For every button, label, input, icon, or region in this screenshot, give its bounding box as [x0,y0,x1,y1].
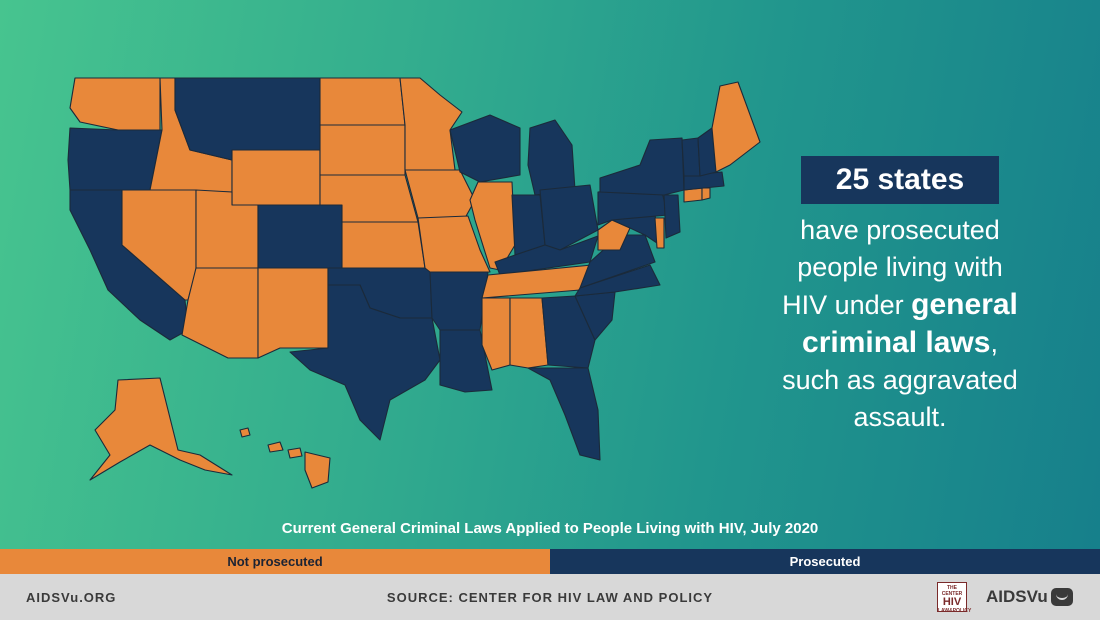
state-MN [399,77,463,171]
legend-prosecuted: Prosecuted [550,549,1100,574]
state-WI [449,114,521,183]
speech-bubble-icon [1050,588,1073,606]
state-IN [511,194,546,256]
aidsvu-logo: AIDSVu [986,587,1073,607]
state-WA [69,77,161,131]
state-SD [319,124,406,176]
state-LA [439,329,493,393]
state-DE [654,217,665,249]
body-line: HIV under general [750,286,1050,324]
state-OH [539,184,599,251]
state-WV [597,219,631,251]
state-KS [341,221,426,269]
state-CO [257,204,343,269]
state-VT [681,137,701,177]
hiv-law-policy-logo: THE CENTER HIV LAW&POLICY [937,582,971,614]
body-line: criminal laws, [750,324,1050,362]
state-AR [429,271,489,331]
source-text: SOURCE: CENTER FOR HIV LAW AND POLICY [386,589,714,605]
state-OR [67,127,163,191]
state-MT [174,77,321,161]
body-line: such as aggravated [782,365,1018,395]
body-text-plain: , [990,328,998,358]
legend-not-prosecuted: Not prosecuted [0,549,550,574]
state-NM [257,267,329,359]
body-line: assault. [853,402,947,432]
map-title: Current General Criminal Laws Applied to… [281,520,819,537]
headline-badge: 25 states [801,156,999,204]
body-text-plain: HIV under [782,290,912,320]
state-AK [89,377,233,481]
state-WY [231,149,321,206]
state-IA [404,169,476,219]
state-MO [417,215,491,273]
body-line: people living with [797,252,1003,282]
state-NC [574,264,661,297]
state-AZ [181,267,259,359]
legend: Not prosecuted Prosecuted [0,549,1100,574]
brand-name: AIDSVu [986,587,1048,606]
state-AL [509,297,549,369]
state-NJ [663,194,681,239]
body-text-bold: criminal laws [802,326,991,359]
state-MS [481,297,511,371]
state-NY [599,137,685,196]
state-GA [541,295,596,369]
state-ND [319,77,406,126]
body-line: have prosecuted [800,215,1000,245]
site-link[interactable]: AIDSVu.ORG [26,589,117,605]
body-text-bold: general [911,288,1018,321]
body-text: have prosecuted people living with HIV u… [750,212,1050,436]
footer: SOURCE: CENTER FOR HIV LAW AND POLICY AI… [0,574,1100,620]
state-TX [289,284,441,441]
state-HI [239,427,331,489]
us-map [67,77,761,489]
state-ME [711,81,761,173]
state-RI [701,187,711,201]
state-IL [469,181,516,271]
state-FL [527,367,601,461]
state-MI [527,119,576,196]
